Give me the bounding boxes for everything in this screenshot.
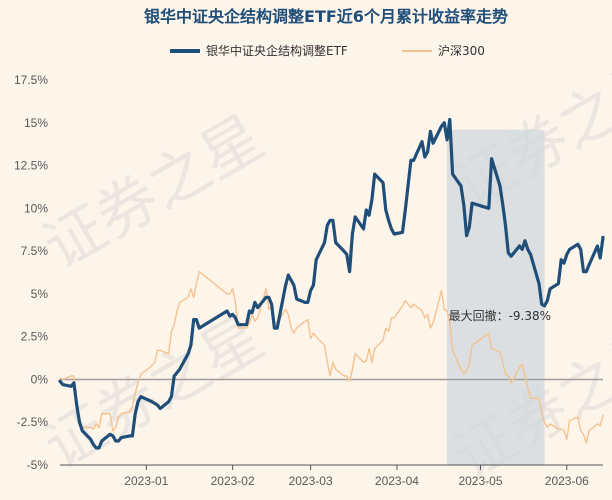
series-layer (58, 117, 605, 450)
x-tick-label: 2023-05 (458, 474, 502, 488)
drawdown-band (447, 129, 545, 465)
x-tick-label: 2023-02 (211, 474, 255, 488)
chart-title: 银华中证央企结构调整ETF近6个月累计收益率走势 (144, 7, 508, 26)
y-tick-label: 17.5% (14, 73, 48, 87)
x-axis: 2023-01 2023-02 2023-03 2023-04 2023-05 2023-… (60, 464, 603, 488)
y-tick-label: 0% (31, 372, 49, 386)
legend: 银华中证央企结构调整ETF 沪深300 (170, 43, 485, 58)
legend-label-etf: 银华中证央企结构调整ETF (206, 43, 348, 58)
x-tick-label: 2023-04 (375, 474, 419, 488)
y-tick-label: 5% (31, 287, 49, 301)
y-tick-label: -5% (27, 458, 49, 472)
y-tick-label: -2.5% (17, 415, 49, 429)
max-drawdown-annotation: 最大回撤：-9.38% (449, 308, 551, 323)
x-tick-label: 2023-06 (545, 474, 589, 488)
x-tick-label: 2023-01 (124, 474, 168, 488)
y-tick-label: 12.5% (14, 159, 48, 173)
x-tick-label: 2023-03 (289, 474, 333, 488)
y-tick-label: 10% (24, 201, 48, 215)
y-tick-label: 7.5% (21, 244, 49, 258)
series-line-index (59, 270, 604, 444)
y-tick-label: 2.5% (21, 330, 49, 344)
y-axis: 17.5% 15% 12.5% 10% 7.5% 5% 2.5% 0% -2.5% -5% (14, 73, 48, 472)
y-tick-label: 15% (24, 116, 48, 130)
drawdown-layer (447, 129, 545, 465)
legend-label-index: 沪深300 (438, 44, 485, 58)
series-line-etf (58, 117, 605, 450)
